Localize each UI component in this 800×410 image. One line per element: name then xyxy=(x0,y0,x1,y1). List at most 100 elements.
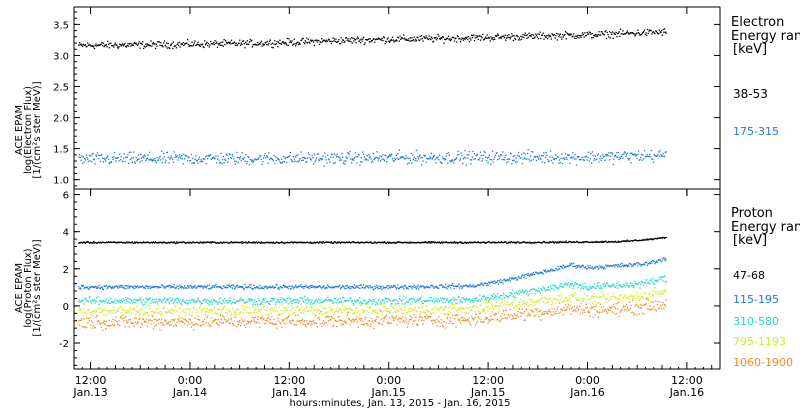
data-point xyxy=(151,242,154,244)
data-point xyxy=(397,153,399,155)
data-point xyxy=(285,286,287,288)
data-point xyxy=(599,264,601,267)
data-point xyxy=(351,241,353,243)
data-point xyxy=(209,154,211,156)
data-point xyxy=(460,285,462,288)
data-point xyxy=(175,241,178,243)
data-point xyxy=(665,289,667,292)
data-point xyxy=(172,41,175,43)
data-point xyxy=(459,159,461,161)
data-point xyxy=(374,157,377,159)
data-point xyxy=(400,156,402,158)
data-point xyxy=(435,242,438,244)
data-point xyxy=(505,241,507,243)
data-point xyxy=(393,160,395,162)
data-point xyxy=(414,242,416,244)
data-point xyxy=(653,153,655,156)
data-point xyxy=(88,296,90,299)
data-point xyxy=(644,33,646,36)
data-point xyxy=(357,37,359,39)
data-point xyxy=(323,39,325,41)
data-point xyxy=(433,287,435,289)
data-point xyxy=(193,42,195,44)
data-point xyxy=(266,287,268,289)
data-point xyxy=(134,301,137,304)
data-point xyxy=(219,300,221,303)
data-point xyxy=(654,263,656,265)
y-tick-label: 3.0 xyxy=(53,51,69,62)
data-point xyxy=(420,38,422,40)
data-point xyxy=(158,241,160,243)
data-point xyxy=(423,36,425,38)
data-point xyxy=(225,159,227,162)
data-point xyxy=(144,242,146,244)
data-point xyxy=(248,298,250,300)
data-point xyxy=(328,307,330,309)
data-point xyxy=(265,298,267,300)
data-point xyxy=(587,265,589,267)
data-point xyxy=(551,300,553,303)
data-point xyxy=(85,299,87,301)
data-point xyxy=(129,285,131,288)
data-point xyxy=(480,155,482,157)
data-point xyxy=(326,287,328,289)
data-point xyxy=(369,306,371,308)
data-point xyxy=(467,242,469,244)
data-point xyxy=(656,261,658,263)
data-point xyxy=(431,284,433,287)
data-point xyxy=(414,306,416,308)
data-point xyxy=(660,292,662,295)
data-point xyxy=(295,284,297,287)
data-point xyxy=(231,307,233,309)
data-point xyxy=(269,158,271,161)
data-point xyxy=(587,156,589,158)
data-point xyxy=(478,311,480,313)
data-point xyxy=(270,312,272,314)
data-point xyxy=(643,282,646,284)
data-point xyxy=(182,163,184,165)
data-point xyxy=(497,297,500,299)
data-point xyxy=(602,241,604,243)
data-point xyxy=(422,285,424,287)
data-point xyxy=(409,242,412,244)
data-point xyxy=(449,38,451,40)
data-point xyxy=(596,35,599,37)
data-point xyxy=(432,157,434,159)
data-point xyxy=(230,156,232,159)
data-point xyxy=(345,160,347,162)
data-point xyxy=(194,158,196,161)
data-point xyxy=(292,156,295,158)
data-point xyxy=(173,319,175,321)
data-point xyxy=(339,157,342,159)
data-point xyxy=(541,155,543,157)
data-point xyxy=(340,309,342,312)
data-point xyxy=(465,284,467,286)
data-point xyxy=(162,285,164,287)
data-point xyxy=(477,159,479,161)
data-point xyxy=(390,285,392,287)
data-point xyxy=(595,287,597,290)
data-point xyxy=(579,241,582,244)
data-point xyxy=(164,161,166,163)
data-point xyxy=(632,284,634,287)
data-point xyxy=(358,242,360,244)
data-point xyxy=(578,298,580,301)
data-point xyxy=(96,311,98,313)
data-point xyxy=(194,40,196,42)
data-point xyxy=(443,298,445,300)
data-point xyxy=(442,158,444,160)
data-point xyxy=(190,286,192,288)
data-point xyxy=(534,303,536,306)
data-point xyxy=(542,300,544,303)
data-point xyxy=(84,326,87,329)
data-point xyxy=(390,305,392,308)
data-point xyxy=(143,299,145,301)
data-point xyxy=(382,241,384,243)
data-point xyxy=(394,159,397,161)
data-point xyxy=(389,155,391,157)
data-point xyxy=(125,241,128,243)
data-point xyxy=(579,299,581,302)
data-point xyxy=(611,265,614,267)
data-point xyxy=(136,241,138,243)
data-point xyxy=(647,156,649,158)
